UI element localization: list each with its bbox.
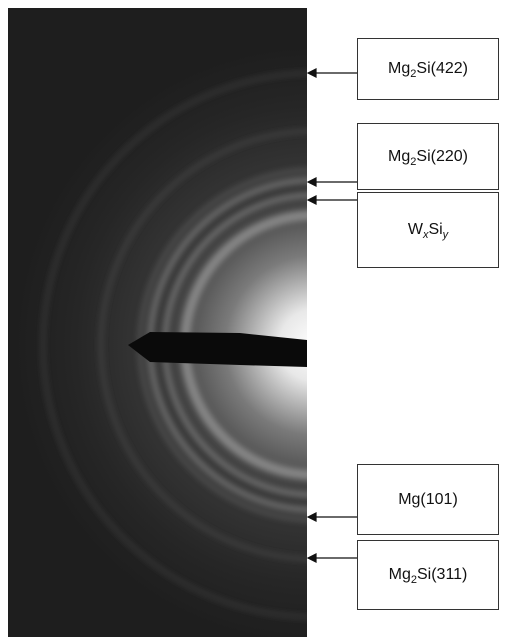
label-box: Mg 2 Si(422) bbox=[357, 38, 499, 100]
label-box: Mg 2 Si(220) bbox=[357, 123, 499, 190]
label-text: Mg(101) bbox=[398, 490, 458, 508]
label-text: Si(220) bbox=[416, 147, 468, 165]
label-text: W bbox=[407, 221, 423, 238]
label-box: Mg 2 Si(311) bbox=[357, 540, 499, 610]
label-box: Mg(101) bbox=[357, 464, 499, 535]
label-text: Mg bbox=[388, 566, 411, 583]
background bbox=[8, 8, 307, 637]
label-subscript: 2 bbox=[410, 574, 417, 586]
label-text: Si bbox=[428, 221, 443, 238]
label-text: Si(422) bbox=[416, 60, 468, 77]
label-text: Mg bbox=[388, 147, 411, 165]
label-text: Si(311) bbox=[416, 566, 468, 583]
label-subscript: 2 bbox=[410, 155, 417, 168]
label-text: Mg bbox=[388, 60, 411, 77]
label-subscript: x bbox=[422, 229, 429, 241]
arrows bbox=[306, 68, 357, 563]
label-subscript: y bbox=[442, 229, 449, 241]
beam-stopper bbox=[128, 332, 307, 367]
label-subscript: 2 bbox=[410, 68, 417, 80]
